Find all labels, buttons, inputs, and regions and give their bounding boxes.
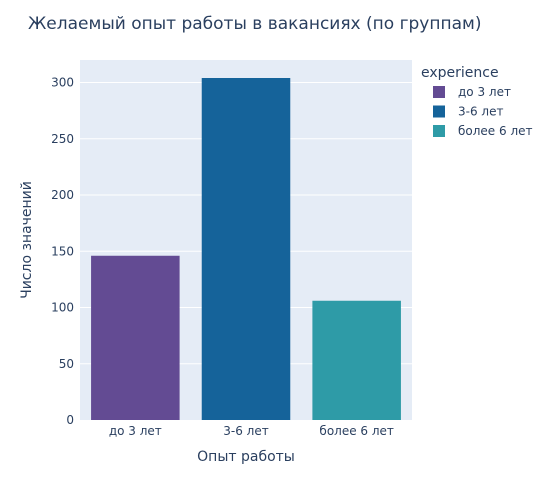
- legend-swatch: [433, 125, 445, 137]
- bars: [91, 78, 401, 420]
- legend-items: до 3 лет 3-6 лет более 6 лет: [433, 85, 532, 138]
- y-tick-label: 200: [51, 188, 74, 202]
- legend-label: до 3 лет: [458, 85, 511, 99]
- y-axis-ticks: 0 50 100 150 200 250 300: [51, 76, 74, 428]
- y-tick-label: 150: [51, 244, 74, 258]
- bar-3: [312, 300, 401, 420]
- legend-swatch: [433, 105, 445, 118]
- y-tick-label: 250: [51, 132, 74, 146]
- legend: experience до 3 лет 3-6 лет более 6 лет: [421, 65, 532, 138]
- bar-2: [201, 78, 291, 420]
- x-axis-title: Опыт работы: [197, 449, 295, 465]
- y-axis-title: Число значений: [19, 181, 35, 299]
- x-axis-ticks: до 3 лет 3-6 лет более 6 лет: [109, 424, 394, 438]
- bar-1: [91, 255, 180, 420]
- x-tick-label: 3-6 лет: [223, 424, 268, 438]
- y-tick-label: 100: [51, 301, 74, 315]
- x-tick-label: до 3 лет: [109, 424, 162, 438]
- y-tick-label: 300: [51, 76, 74, 90]
- legend-label: более 6 лет: [458, 124, 532, 138]
- legend-swatch: [433, 86, 445, 98]
- legend-title: experience: [421, 65, 499, 81]
- y-tick-label: 0: [66, 413, 74, 427]
- x-tick-label: более 6 лет: [319, 424, 393, 438]
- y-tick-label: 50: [59, 357, 74, 371]
- chart-title: Желаемый опыт работы в вакансиях (по гру…: [28, 14, 481, 34]
- legend-label: 3-6 лет: [458, 105, 503, 119]
